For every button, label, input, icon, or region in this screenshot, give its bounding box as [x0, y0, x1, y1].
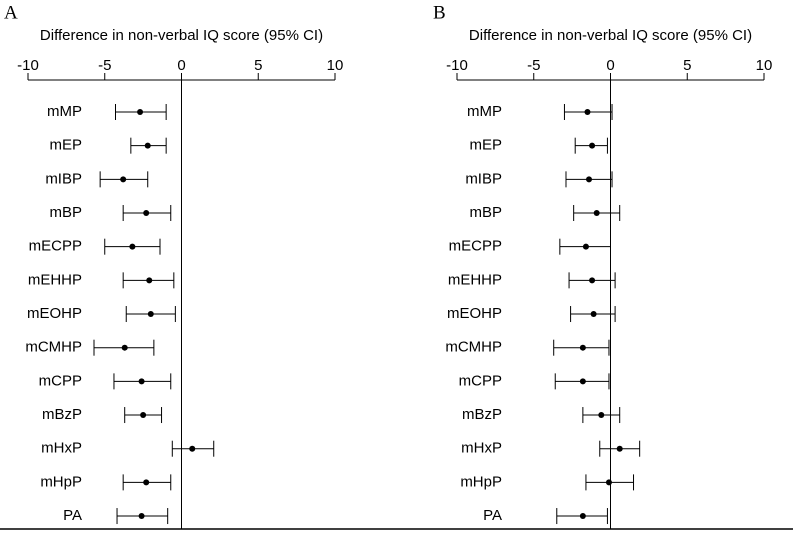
- category-label: mHpP: [460, 473, 502, 490]
- category-label: mCMHP: [25, 339, 82, 356]
- category-label: mECPP: [449, 238, 502, 255]
- point-estimate: [143, 210, 150, 217]
- point-estimate: [579, 513, 586, 520]
- category-label: mMP: [47, 103, 82, 120]
- category-label: mBP: [49, 204, 82, 221]
- point-estimate: [120, 176, 127, 183]
- point-estimate: [589, 142, 596, 149]
- category-label: mHpP: [40, 473, 82, 490]
- x-tick-label: 0: [177, 57, 185, 74]
- axis-title: Difference in non-verbal IQ score (95% C…: [469, 27, 752, 44]
- category-label: mEP: [49, 137, 82, 154]
- x-tick-label: -10: [446, 57, 468, 74]
- point-estimate: [147, 311, 154, 318]
- point-estimate: [590, 311, 597, 318]
- x-tick-label: 10: [756, 57, 773, 74]
- category-label: PA: [483, 507, 502, 524]
- category-label: PA: [63, 507, 82, 524]
- point-estimate: [593, 210, 600, 217]
- category-label: mCPP: [459, 372, 502, 389]
- category-label: mECPP: [29, 238, 82, 255]
- x-tick-label: -10: [17, 57, 39, 74]
- point-estimate: [138, 378, 145, 385]
- x-tick-label: 5: [254, 57, 262, 74]
- category-label: mBP: [469, 204, 502, 221]
- point-estimate: [189, 445, 196, 452]
- category-label: mBzP: [462, 406, 502, 423]
- panel-label: B: [433, 2, 446, 23]
- point-estimate: [121, 344, 128, 351]
- point-estimate: [589, 277, 596, 284]
- point-estimate: [579, 378, 586, 385]
- category-label: mCMHP: [445, 339, 502, 356]
- category-label: mIBP: [465, 170, 502, 187]
- x-tick-label: 0: [606, 57, 614, 74]
- point-estimate: [584, 109, 591, 115]
- point-estimate: [579, 344, 586, 351]
- point-estimate: [138, 513, 145, 520]
- x-tick-label: 10: [327, 57, 344, 74]
- category-label: mIBP: [45, 170, 82, 187]
- panel-label: A: [4, 2, 18, 23]
- point-estimate: [605, 479, 612, 486]
- x-tick-label: 5: [683, 57, 691, 74]
- point-estimate: [146, 277, 153, 284]
- category-label: mMP: [467, 103, 502, 120]
- category-label: mEHHP: [448, 271, 502, 288]
- point-estimate: [586, 176, 593, 183]
- point-estimate: [582, 243, 589, 250]
- point-estimate: [137, 109, 144, 115]
- point-estimate: [598, 412, 605, 419]
- category-label: mEP: [469, 137, 502, 154]
- axis-title: Difference in non-verbal IQ score (95% C…: [40, 27, 323, 44]
- x-tick-label: -5: [98, 57, 111, 74]
- category-label: mEOHP: [27, 305, 82, 322]
- category-label: mHxP: [461, 440, 502, 457]
- category-label: mBzP: [42, 406, 82, 423]
- point-estimate: [144, 142, 151, 149]
- point-estimate: [129, 243, 136, 250]
- x-tick-label: -5: [527, 57, 540, 74]
- point-estimate: [616, 445, 623, 452]
- point-estimate: [140, 412, 147, 419]
- category-label: mHxP: [41, 440, 82, 457]
- category-label: mEOHP: [447, 305, 502, 322]
- category-label: mEHHP: [28, 271, 82, 288]
- point-estimate: [143, 479, 150, 486]
- category-label: mCPP: [39, 372, 82, 389]
